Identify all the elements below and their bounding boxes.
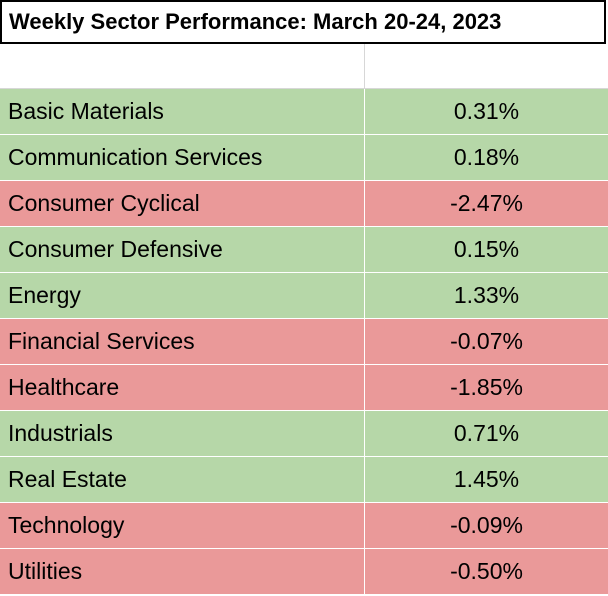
sector-value-cell[interactable]: -0.07% [365,319,608,364]
sector-name-cell[interactable]: Healthcare [0,365,364,410]
table-row: Basic Materials 0.31% [0,89,608,135]
cell-divider [364,181,365,226]
sector-name-cell[interactable]: Utilities [0,549,364,594]
cell-divider [364,549,365,594]
cell-divider [364,135,365,180]
sector-name-cell[interactable]: Technology [0,503,364,548]
cell-divider [364,411,365,456]
sector-name-cell[interactable]: Consumer Defensive [0,227,364,272]
table-row: Consumer Cyclical -2.47% [0,181,608,227]
table-row: Real Estate 1.45% [0,457,608,503]
table-row: Consumer Defensive 0.15% [0,227,608,273]
table-row: Utilities -0.50% [0,549,608,595]
sector-value-cell[interactable]: -1.85% [365,365,608,410]
cell-divider [364,89,365,134]
cell-divider [364,503,365,548]
sector-name-cell[interactable]: Real Estate [0,457,364,502]
column-gridline [364,44,365,89]
table-row: Healthcare -1.85% [0,365,608,411]
sector-value-cell[interactable]: 1.45% [365,457,608,502]
sector-name-cell[interactable]: Industrials [0,411,364,456]
sector-name-cell[interactable]: Basic Materials [0,89,364,134]
sector-name-cell[interactable]: Communication Services [0,135,364,180]
cell-divider [364,365,365,410]
sector-value-cell[interactable]: -2.47% [365,181,608,226]
table-row: Financial Services -0.07% [0,319,608,365]
table-title[interactable]: Weekly Sector Performance: March 20-24, … [0,0,606,44]
cell-divider [364,273,365,318]
cell-divider [364,227,365,272]
sector-value-cell[interactable]: -0.50% [365,549,608,594]
sector-name-cell[interactable]: Energy [0,273,364,318]
cell-divider [364,457,365,502]
sector-value-cell[interactable]: 0.31% [365,89,608,134]
table-row: Technology -0.09% [0,503,608,549]
sector-value-cell[interactable]: -0.09% [365,503,608,548]
sector-value-cell[interactable]: 0.18% [365,135,608,180]
empty-header-row [0,44,608,89]
sector-name-cell[interactable]: Financial Services [0,319,364,364]
sector-value-cell[interactable]: 1.33% [365,273,608,318]
table-row: Industrials 0.71% [0,411,608,457]
cell-divider [364,319,365,364]
sector-performance-table: Basic Materials 0.31% Communication Servic… [0,89,608,595]
table-row: Energy 1.33% [0,273,608,319]
sector-name-cell[interactable]: Consumer Cyclical [0,181,364,226]
sector-value-cell[interactable]: 0.71% [365,411,608,456]
sector-value-cell[interactable]: 0.15% [365,227,608,272]
table-row: Communication Services 0.18% [0,135,608,181]
